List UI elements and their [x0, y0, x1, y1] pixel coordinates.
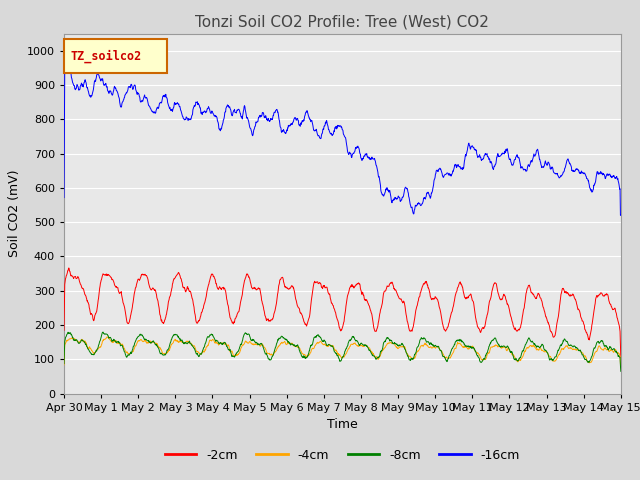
FancyBboxPatch shape [64, 39, 167, 73]
Text: TZ_soilco2: TZ_soilco2 [70, 49, 142, 63]
Title: Tonzi Soil CO2 Profile: Tree (West) CO2: Tonzi Soil CO2 Profile: Tree (West) CO2 [195, 15, 490, 30]
Y-axis label: Soil CO2 (mV): Soil CO2 (mV) [8, 170, 21, 257]
X-axis label: Time: Time [327, 418, 358, 431]
Legend: -2cm, -4cm, -8cm, -16cm: -2cm, -4cm, -8cm, -16cm [160, 444, 525, 467]
